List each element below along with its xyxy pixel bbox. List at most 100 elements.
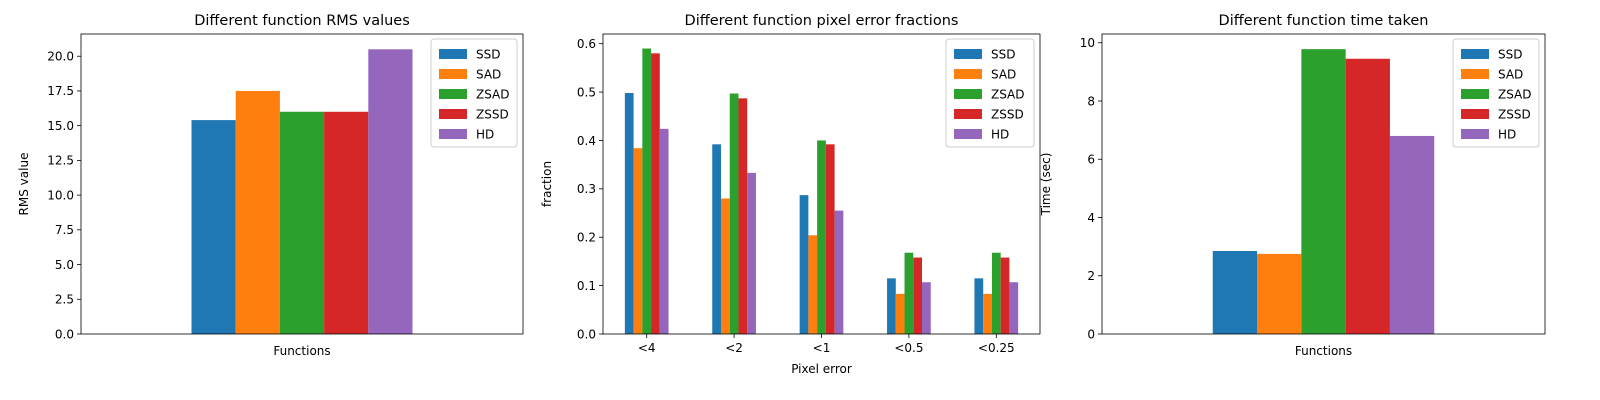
legend-swatch-zssd [954, 109, 982, 119]
chart-rms-values: 0.0 2.5 5.0 7.5 10.0 12.5 15.0 17.5 20.0 Differen… [17, 13, 524, 358]
y-axis-label: Time (sec) [1039, 153, 1053, 217]
legend-label-zssd: ZSSD [1498, 108, 1531, 122]
bar-zsad-4 [991, 252, 1001, 334]
legend-label-ssd: SSD [991, 48, 1015, 62]
legend-label-zsad: ZSAD [991, 88, 1025, 102]
legend-label-hd: HD [1498, 128, 1516, 142]
y-tick-label: 20.0 [47, 50, 74, 64]
bar-hd-1 [747, 172, 756, 334]
legend: SSD SAD ZSAD ZSSD HD [1452, 38, 1540, 148]
bar-sad [235, 90, 280, 334]
bar-sad [1257, 253, 1302, 334]
chart-pixel-error-fractions: 0.0 0.1 0.2 0.3 0.4 0.5 0.6 <4 <2 <1 <0.5 <0.25 Diff… [540, 13, 1041, 376]
bar-zsad-3 [904, 252, 914, 334]
bar-sad-1 [720, 198, 730, 334]
legend-swatch-sad [1461, 69, 1489, 79]
legend: SSD SAD ZSAD ZSSD HD [945, 38, 1035, 148]
axes-frame [80, 33, 524, 335]
bar-ssd [1212, 250, 1258, 334]
bar-ssd-2 [799, 195, 809, 334]
bar-hd-3 [922, 282, 931, 334]
y-tick-label: 12.5 [47, 154, 74, 168]
bar-ssd-3 [887, 278, 896, 334]
x-axis-label: Pixel error [791, 362, 852, 376]
y-tick-label: 17.5 [47, 84, 74, 98]
x-axis-label: Functions [273, 344, 330, 358]
bar-ssd [191, 120, 236, 334]
bar-zssd-1 [738, 98, 748, 334]
bar-zssd-4 [1000, 257, 1010, 334]
legend-swatch-hd [439, 129, 467, 139]
legend-swatch-zsad [1461, 89, 1489, 99]
bar-zsad [1301, 49, 1346, 335]
legend-swatch-ssd [954, 49, 982, 59]
legend: SSD SAD ZSAD ZSSD HD [430, 38, 518, 148]
bar-hd [368, 49, 413, 334]
y-axis-label: RMS value [17, 153, 31, 216]
axes-frame [1101, 33, 1546, 335]
y-tick-label: 7.5 [55, 223, 74, 237]
legend-swatch-zsad [439, 89, 467, 99]
y-tick-label: 0 [1087, 327, 1095, 341]
bar-hd-0 [659, 128, 669, 334]
y-tick-label: 0.3 [577, 182, 596, 196]
bar-zssd-2 [825, 144, 835, 334]
legend-label-hd: HD [476, 128, 494, 142]
y-tick-label: 2.5 [55, 293, 74, 307]
y-tick-label: 8 [1087, 94, 1095, 108]
legend-box [430, 38, 518, 148]
legend-swatch-ssd [1461, 49, 1489, 59]
chart-title: Different function pixel error fractions [685, 13, 959, 29]
bar-ssd-4 [974, 278, 984, 334]
y-tick-label: 0.5 [577, 85, 596, 99]
y-tick-label: 0.0 [55, 327, 74, 341]
bar-hd-4 [1009, 282, 1019, 334]
y-tick-label: 10.0 [47, 188, 74, 202]
legend-swatch-sad [954, 69, 982, 79]
legend-swatch-zsad [954, 89, 982, 99]
x-tick-label: <0.25 [978, 341, 1015, 355]
bar-zsad-0 [642, 48, 652, 335]
bar-zsad-2 [817, 140, 826, 334]
bar-zssd [324, 111, 369, 334]
legend-label-zssd: ZSSD [476, 108, 509, 122]
legend-box [1452, 38, 1540, 148]
y-tick-label: 5.0 [55, 258, 74, 272]
bar-ssd-1 [712, 144, 721, 334]
legend-label-sad: SAD [476, 68, 501, 82]
y-tick-label: 0.0 [577, 327, 596, 341]
bar-sad-0 [633, 148, 643, 334]
bar-ssd-0 [624, 93, 634, 334]
legend-swatch-hd [1461, 129, 1489, 139]
legend-label-ssd: SSD [1498, 48, 1522, 62]
legend-swatch-hd [954, 129, 982, 139]
chart-title: Different function time taken [1219, 13, 1429, 29]
bar-hd [1389, 135, 1435, 334]
legend-label-sad: SAD [1498, 68, 1523, 82]
legend-swatch-zssd [439, 109, 467, 119]
y-tick-label: 0.1 [577, 279, 596, 293]
y-tick-label: 6 [1087, 153, 1095, 167]
legend-label-zsad: ZSAD [1498, 88, 1532, 102]
bar-sad-4 [983, 293, 992, 334]
bar-zssd-3 [913, 257, 923, 334]
legend-label-zssd: ZSSD [991, 108, 1024, 122]
bar-sad-2 [808, 235, 818, 334]
legend-swatch-ssd [439, 49, 467, 59]
legend-box [945, 38, 1035, 148]
legend-label-ssd: SSD [476, 48, 500, 62]
y-axis-label: fraction [540, 161, 554, 207]
y-tick-label: 0.6 [577, 37, 596, 51]
legend-label-zsad: ZSAD [476, 88, 510, 102]
y-tick-label: 2 [1087, 269, 1095, 283]
y-tick-label: 0.4 [577, 134, 596, 148]
y-tick-label: 10 [1080, 36, 1095, 50]
legend-swatch-zssd [1461, 109, 1489, 119]
legend-label-hd: HD [991, 128, 1009, 142]
bar-sad-3 [895, 293, 905, 334]
x-tick-label: <1 [813, 341, 831, 355]
legend-label-sad: SAD [991, 68, 1016, 82]
x-tick-label: <4 [638, 341, 656, 355]
x-tick-label: <2 [725, 341, 743, 355]
